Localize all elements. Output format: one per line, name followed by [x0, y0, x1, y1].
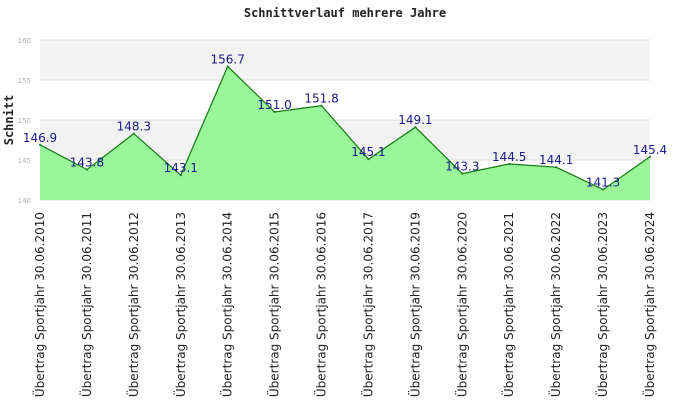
data-label: 151.8 [304, 92, 338, 106]
x-tick-label: Übertrag Sportjahr 30.06.2010 [31, 212, 47, 397]
data-label: 151.0 [257, 98, 291, 112]
data-point [649, 155, 651, 158]
x-tick-label: Übertrag Sportjahr 30.06.2014 [219, 212, 235, 397]
data-point [85, 168, 88, 171]
data-label: 146.9 [23, 131, 57, 145]
data-point [273, 111, 276, 113]
x-tick-label: Übertrag Sportjahr 30.06.2023 [594, 212, 610, 397]
data-point [320, 104, 323, 107]
data-label: 144.5 [492, 150, 526, 164]
background-band [40, 80, 650, 120]
data-point [39, 143, 41, 146]
data-point [367, 158, 370, 161]
series-area [39, 65, 651, 201]
data-label: 143.1 [164, 161, 198, 175]
data-point [226, 65, 229, 68]
data-label: 148.3 [117, 120, 151, 134]
x-tick-label: Übertrag Sportjahr 30.06.2024 [641, 212, 657, 397]
data-label: 143.8 [70, 156, 104, 170]
data-point [179, 174, 182, 177]
background-band [40, 40, 650, 80]
y-tick-label: 160 [18, 37, 31, 45]
data-label: 143.3 [445, 160, 479, 174]
x-tick-label: Übertrag Sportjahr 30.06.2012 [125, 212, 141, 397]
data-point [132, 132, 135, 135]
data-point [602, 188, 605, 191]
data-label: 145.4 [633, 143, 667, 157]
y-tick-labels: 140 145 150 155 160 [18, 37, 31, 205]
y-tick-label: 140 [18, 197, 31, 205]
x-tick-label: Übertrag Sportjahr 30.06.2017 [359, 212, 375, 397]
y-tick-label: 155 [18, 77, 31, 85]
data-label: 141.3 [586, 176, 620, 190]
data-label: 145.1 [351, 145, 385, 159]
data-labels: 146.9 143.8 148.3 143.1 156.7 151.0 151.8 145.1… [23, 52, 667, 189]
x-tick-label: Übertrag Sportjahr 30.06.2015 [266, 212, 282, 397]
x-tick-labels: Übertrag Sportjahr 30.06.2010 Übertrag Sp… [31, 212, 657, 397]
data-point [555, 166, 558, 169]
y-axis-label: Schnitt [2, 95, 16, 146]
data-label: 149.1 [398, 113, 432, 127]
data-label: 144.1 [539, 153, 573, 167]
chart-title: Schnittverlauf mehrere Jahre [244, 6, 446, 20]
x-tick-label: Übertrag Sportjahr 30.06.2019 [406, 212, 422, 397]
data-point [414, 126, 417, 129]
data-point [461, 172, 464, 175]
data-point [508, 163, 511, 165]
data-points [39, 65, 651, 191]
x-tick-label: Übertrag Sportjahr 30.06.2021 [500, 212, 516, 397]
y-tick-label: 150 [18, 117, 31, 125]
x-tick-label: Übertrag Sportjahr 30.06.2011 [78, 212, 94, 397]
series-line [39, 65, 651, 191]
x-tick-label: Übertrag Sportjahr 30.06.2020 [453, 212, 469, 397]
y-tick-label: 145 [18, 157, 31, 165]
x-tick-label: Übertrag Sportjahr 30.06.2013 [172, 212, 188, 397]
x-tick-label: Übertrag Sportjahr 30.06.2022 [547, 212, 563, 397]
data-label: 156.7 [211, 52, 245, 66]
x-tick-label: Übertrag Sportjahr 30.06.2016 [313, 212, 329, 397]
